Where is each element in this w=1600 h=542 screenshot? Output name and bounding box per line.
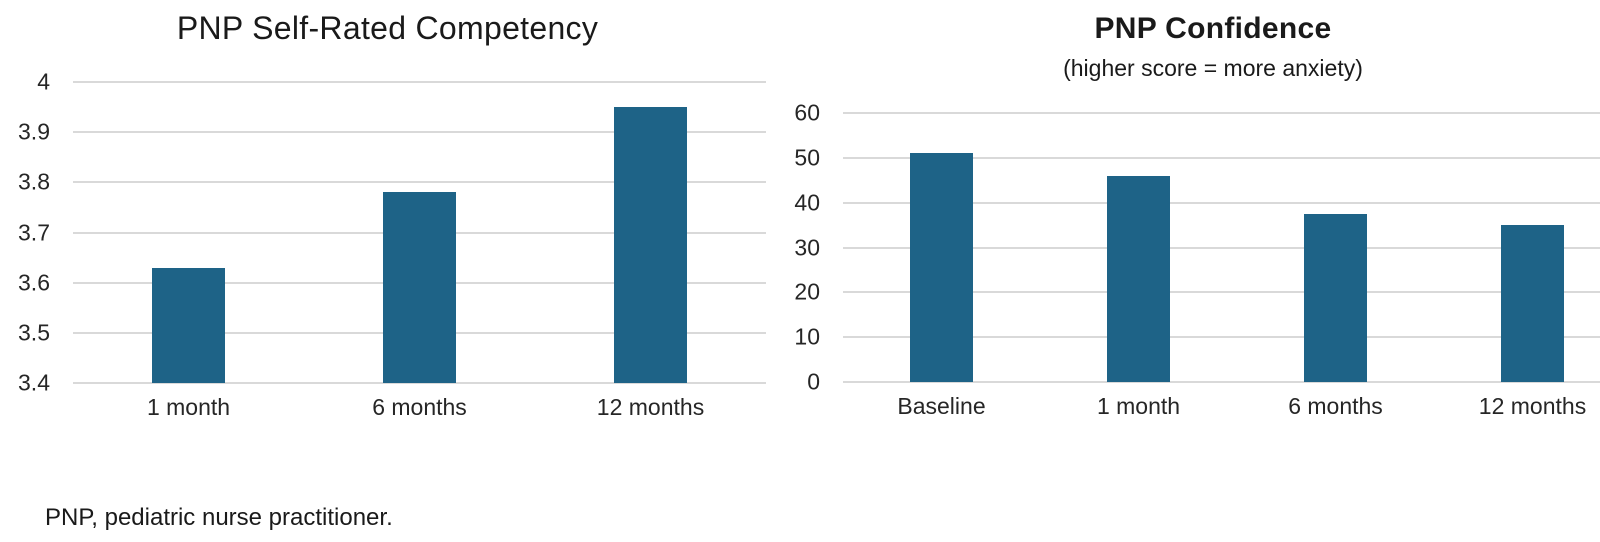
y-axis-tick-label: 60: [794, 99, 820, 126]
x-axis-category-label: 1 month: [1096, 393, 1181, 419]
x-axis-category-label: 12 months: [596, 394, 705, 420]
confidence-plot-area: 0 10 20 30 40 50 60 Baseline 1 month 6 months 12 m…: [794, 101, 1600, 418]
y-axis-tick-label: 3.9: [18, 118, 50, 145]
gridline: [843, 381, 1600, 383]
competency-plot-area: 3.4 3.5 3.6 3.7 3.8 3.9 4 1 month 6 months 12 mon…: [18, 70, 766, 419]
gridline: [843, 201, 1600, 204]
gridline: [73, 131, 766, 134]
x-axis-category-label: 6 months: [1288, 393, 1383, 419]
gridline: [843, 112, 1600, 114]
y-axis-tick-label: 3.7: [18, 219, 50, 245]
y-axis-tick-label: 3.4: [18, 369, 50, 396]
chart-title: PNP Confidence: [1094, 12, 1332, 45]
competency-chart: PNP Self-Rated Competency 3.4 3.5 3.6 3.7 3.…: [15, 8, 766, 438]
gridline: [843, 291, 1600, 294]
y-axis-tick-label: 3.5: [18, 319, 50, 346]
gridline: [73, 81, 766, 83]
chart-subtitle: (higher score = more anxiety): [1063, 55, 1363, 81]
x-axis-category-label: 1 month: [146, 394, 231, 420]
y-axis-tick-label: 0: [807, 368, 820, 395]
gridline: [843, 246, 1600, 249]
gridline: [73, 181, 766, 184]
bar-6-months: [1303, 213, 1367, 382]
gridline: [843, 156, 1600, 159]
y-axis-tick-label: 4: [37, 68, 50, 95]
gridline: [73, 382, 766, 384]
y-axis-tick-label: 10: [794, 323, 820, 350]
bar-12-months: [613, 107, 688, 383]
x-axis-category-label: Baseline: [897, 393, 986, 419]
gridline: [843, 336, 1600, 339]
y-axis-tick-label: 50: [794, 144, 820, 171]
y-axis-tick-label: 40: [794, 189, 820, 216]
bar-baseline: [909, 153, 973, 382]
bar-1-month: [151, 267, 226, 383]
footnote-abbreviation: PNP, pediatric nurse practitioner.: [45, 504, 393, 531]
bar-6-months: [382, 192, 457, 383]
y-axis-tick-label: 30: [794, 234, 820, 260]
x-axis-category-label: 12 months: [1478, 393, 1587, 419]
bar-12-months: [1500, 225, 1564, 382]
y-axis-tick-label: 3.6: [18, 269, 50, 296]
y-axis-tick-label: 3.8: [18, 168, 50, 195]
confidence-chart: PNP Confidence (higher score = more anxi…: [790, 8, 1600, 438]
chart-title: PNP Self-Rated Competency: [176, 10, 599, 46]
bar-1-month: [1106, 175, 1170, 382]
y-axis-tick-label: 20: [794, 278, 820, 305]
x-axis-category-label: 6 months: [372, 394, 467, 420]
